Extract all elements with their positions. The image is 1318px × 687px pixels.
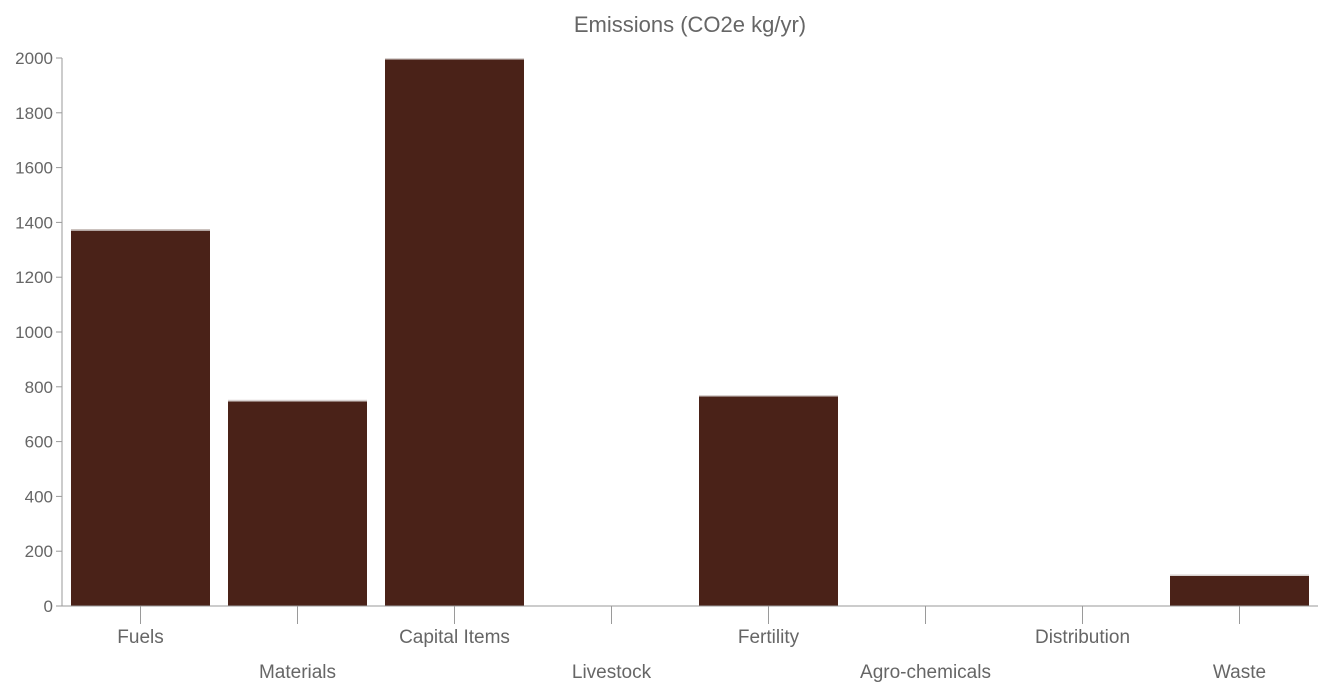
x-tick-label: Fertility [738,627,800,648]
y-tick-label: 600 [25,433,53,452]
bar-capital-items[interactable] [385,58,524,606]
bar-waste[interactable] [1170,574,1309,606]
y-tick-label: 1800 [15,104,53,123]
x-tick-label: Agro-chemicals [860,662,991,683]
y-tick-label: 1000 [15,323,53,342]
chart-title: Emissions (CO2e kg/yr) [574,12,806,37]
x-tick-label: Capital Items [399,627,510,648]
y-tick-label: 1600 [15,159,53,178]
bar-fertility[interactable] [699,395,838,606]
x-tick-label: Distribution [1035,627,1130,648]
y-axis: 0 200 400 600 800 1000 1200 1400 1600 1800 2000 [15,49,63,616]
x-tick-label: Livestock [572,662,652,683]
y-tick-label: 1400 [15,213,53,232]
x-tick-label: Waste [1213,662,1266,683]
x-tick-label: Fuels [117,627,163,648]
y-tick-label: 400 [25,487,53,506]
y-tick-label: 0 [44,597,53,616]
y-tick-label: 2000 [15,49,53,68]
y-tick-label: 800 [25,378,53,397]
x-tick-label: Materials [259,662,336,683]
y-tick-label: 1200 [15,268,53,287]
bar-materials[interactable] [228,399,367,606]
y-tick-label: 200 [25,542,53,561]
x-axis: Fuels Materials Capital Items Livestock Fert… [62,605,1318,683]
bar-fuels[interactable] [71,229,210,606]
bars-group [71,58,1309,606]
